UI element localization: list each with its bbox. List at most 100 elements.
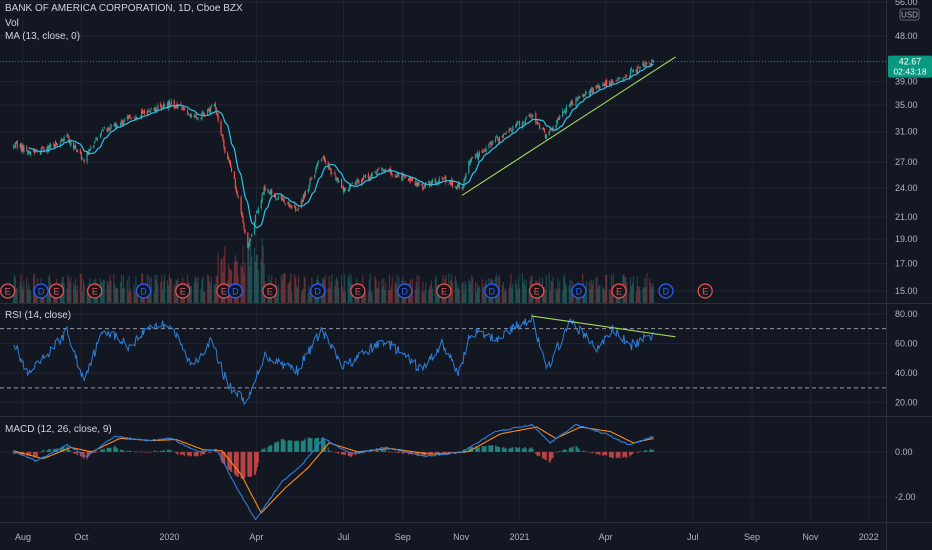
- macd-line: [13, 423, 654, 521]
- event-circle: [397, 283, 413, 299]
- macd-histogram-bar: [511, 447, 513, 452]
- event-label: E: [534, 286, 540, 296]
- price-axis: 15.00 17.00 19.00 21.00 24.00 27.00 31.00 35.00…: [895, 0, 920, 502]
- macd-histogram-bar: [270, 445, 272, 452]
- candle-body: [160, 103, 162, 107]
- candle-body: [311, 178, 313, 180]
- candle-body: [397, 174, 399, 176]
- macd-histogram-bar: [544, 451, 546, 461]
- macd-histogram-bar: [532, 448, 534, 452]
- candle-body: [646, 62, 648, 64]
- macd-histogram-bar: [249, 451, 251, 478]
- volume-bar: [465, 284, 467, 303]
- time-tick-label: Jul: [687, 532, 699, 542]
- macd-histogram-bar: [491, 445, 493, 452]
- candle-body: [194, 115, 196, 117]
- candle-body: [267, 189, 269, 192]
- macd-histogram-bar: [234, 451, 236, 476]
- volume-bar: [362, 291, 365, 303]
- volume-bar: [116, 287, 118, 303]
- candle-body: [504, 132, 506, 134]
- volume-bar: [310, 290, 312, 303]
- candle-body: [532, 114, 534, 116]
- candle-body: [274, 195, 277, 199]
- candle-body: [59, 142, 61, 146]
- candle-body: [411, 177, 413, 182]
- macd-histogram-bar: [564, 449, 567, 452]
- macd-histogram-bar: [434, 451, 436, 455]
- event-label: E: [92, 286, 98, 296]
- candle-body: [503, 134, 505, 135]
- macd-histogram-bar: [157, 450, 159, 452]
- macd-histogram-bar: [224, 451, 226, 466]
- volume-bar: [548, 273, 550, 303]
- macd-histogram-bar: [108, 447, 110, 452]
- macd-histogram-bar: [384, 449, 387, 452]
- macd-histogram-bar: [477, 447, 480, 452]
- earnings-marker: E: [697, 283, 713, 299]
- volume-bar: [496, 289, 499, 303]
- macd-histogram-bar: [189, 451, 192, 457]
- volume-bar: [557, 277, 559, 303]
- candle-body: [335, 175, 337, 181]
- candle-body: [458, 182, 460, 189]
- volume-bar: [307, 292, 309, 303]
- dividend-marker: D: [33, 283, 49, 299]
- volume-bar: [130, 292, 132, 303]
- price-tick-label: 21.00: [895, 212, 918, 222]
- volume-bar: [341, 286, 344, 303]
- volume-bar: [597, 287, 599, 303]
- candle-body: [221, 133, 223, 136]
- candle-body: [498, 137, 501, 143]
- volume-bar: [296, 285, 298, 303]
- candle-body: [127, 115, 129, 119]
- candle-body: [398, 174, 400, 176]
- price-tick-label: 27.00: [895, 157, 918, 167]
- macd-histogram-bar: [161, 451, 163, 452]
- volume-bar: [101, 283, 103, 303]
- candle-body: [114, 122, 116, 126]
- macd-histogram-bar: [572, 446, 574, 452]
- candle-body: [636, 66, 638, 73]
- volume-bar: [481, 278, 483, 303]
- volume-bar: [642, 287, 644, 303]
- macd-histogram-bar: [27, 451, 29, 456]
- candle-body: [93, 144, 95, 149]
- macd-histogram-bar: [576, 446, 578, 452]
- volume-bar: [126, 280, 128, 303]
- volume-bar: [276, 292, 279, 303]
- candle-body: [523, 122, 525, 124]
- candle-body: [304, 190, 306, 197]
- volume-bar: [282, 273, 284, 303]
- volume-bar: [501, 285, 503, 303]
- macd-histogram-bar: [644, 450, 646, 452]
- ma-13-line: [28, 63, 654, 229]
- volume-bar: [163, 281, 165, 303]
- earnings-marker: E: [529, 283, 545, 299]
- candle-body: [556, 119, 558, 126]
- macd-histogram-bar: [575, 445, 577, 452]
- macd-histogram-bar: [122, 450, 125, 452]
- volume-bar: [30, 291, 32, 303]
- volume-bar: [629, 277, 632, 303]
- macd-histogram-bar: [207, 451, 210, 453]
- macd-histogram-bar: [201, 451, 203, 455]
- candle-body: [415, 183, 417, 185]
- candle-body: [611, 80, 613, 83]
- volume-bar: [370, 291, 372, 303]
- volume-bar: [48, 276, 50, 303]
- volume-bar: [255, 255, 258, 303]
- macd-histogram-bar: [437, 451, 439, 454]
- candle-body: [589, 89, 591, 94]
- candle-body: [28, 150, 30, 153]
- candle-body: [521, 123, 524, 127]
- candle-body: [538, 123, 540, 124]
- price-tick-label: 31.00: [895, 127, 918, 137]
- candle-body: [167, 101, 169, 109]
- candle-body: [223, 139, 225, 148]
- macd-histogram-bar: [222, 451, 224, 464]
- volume-bar: [107, 284, 109, 303]
